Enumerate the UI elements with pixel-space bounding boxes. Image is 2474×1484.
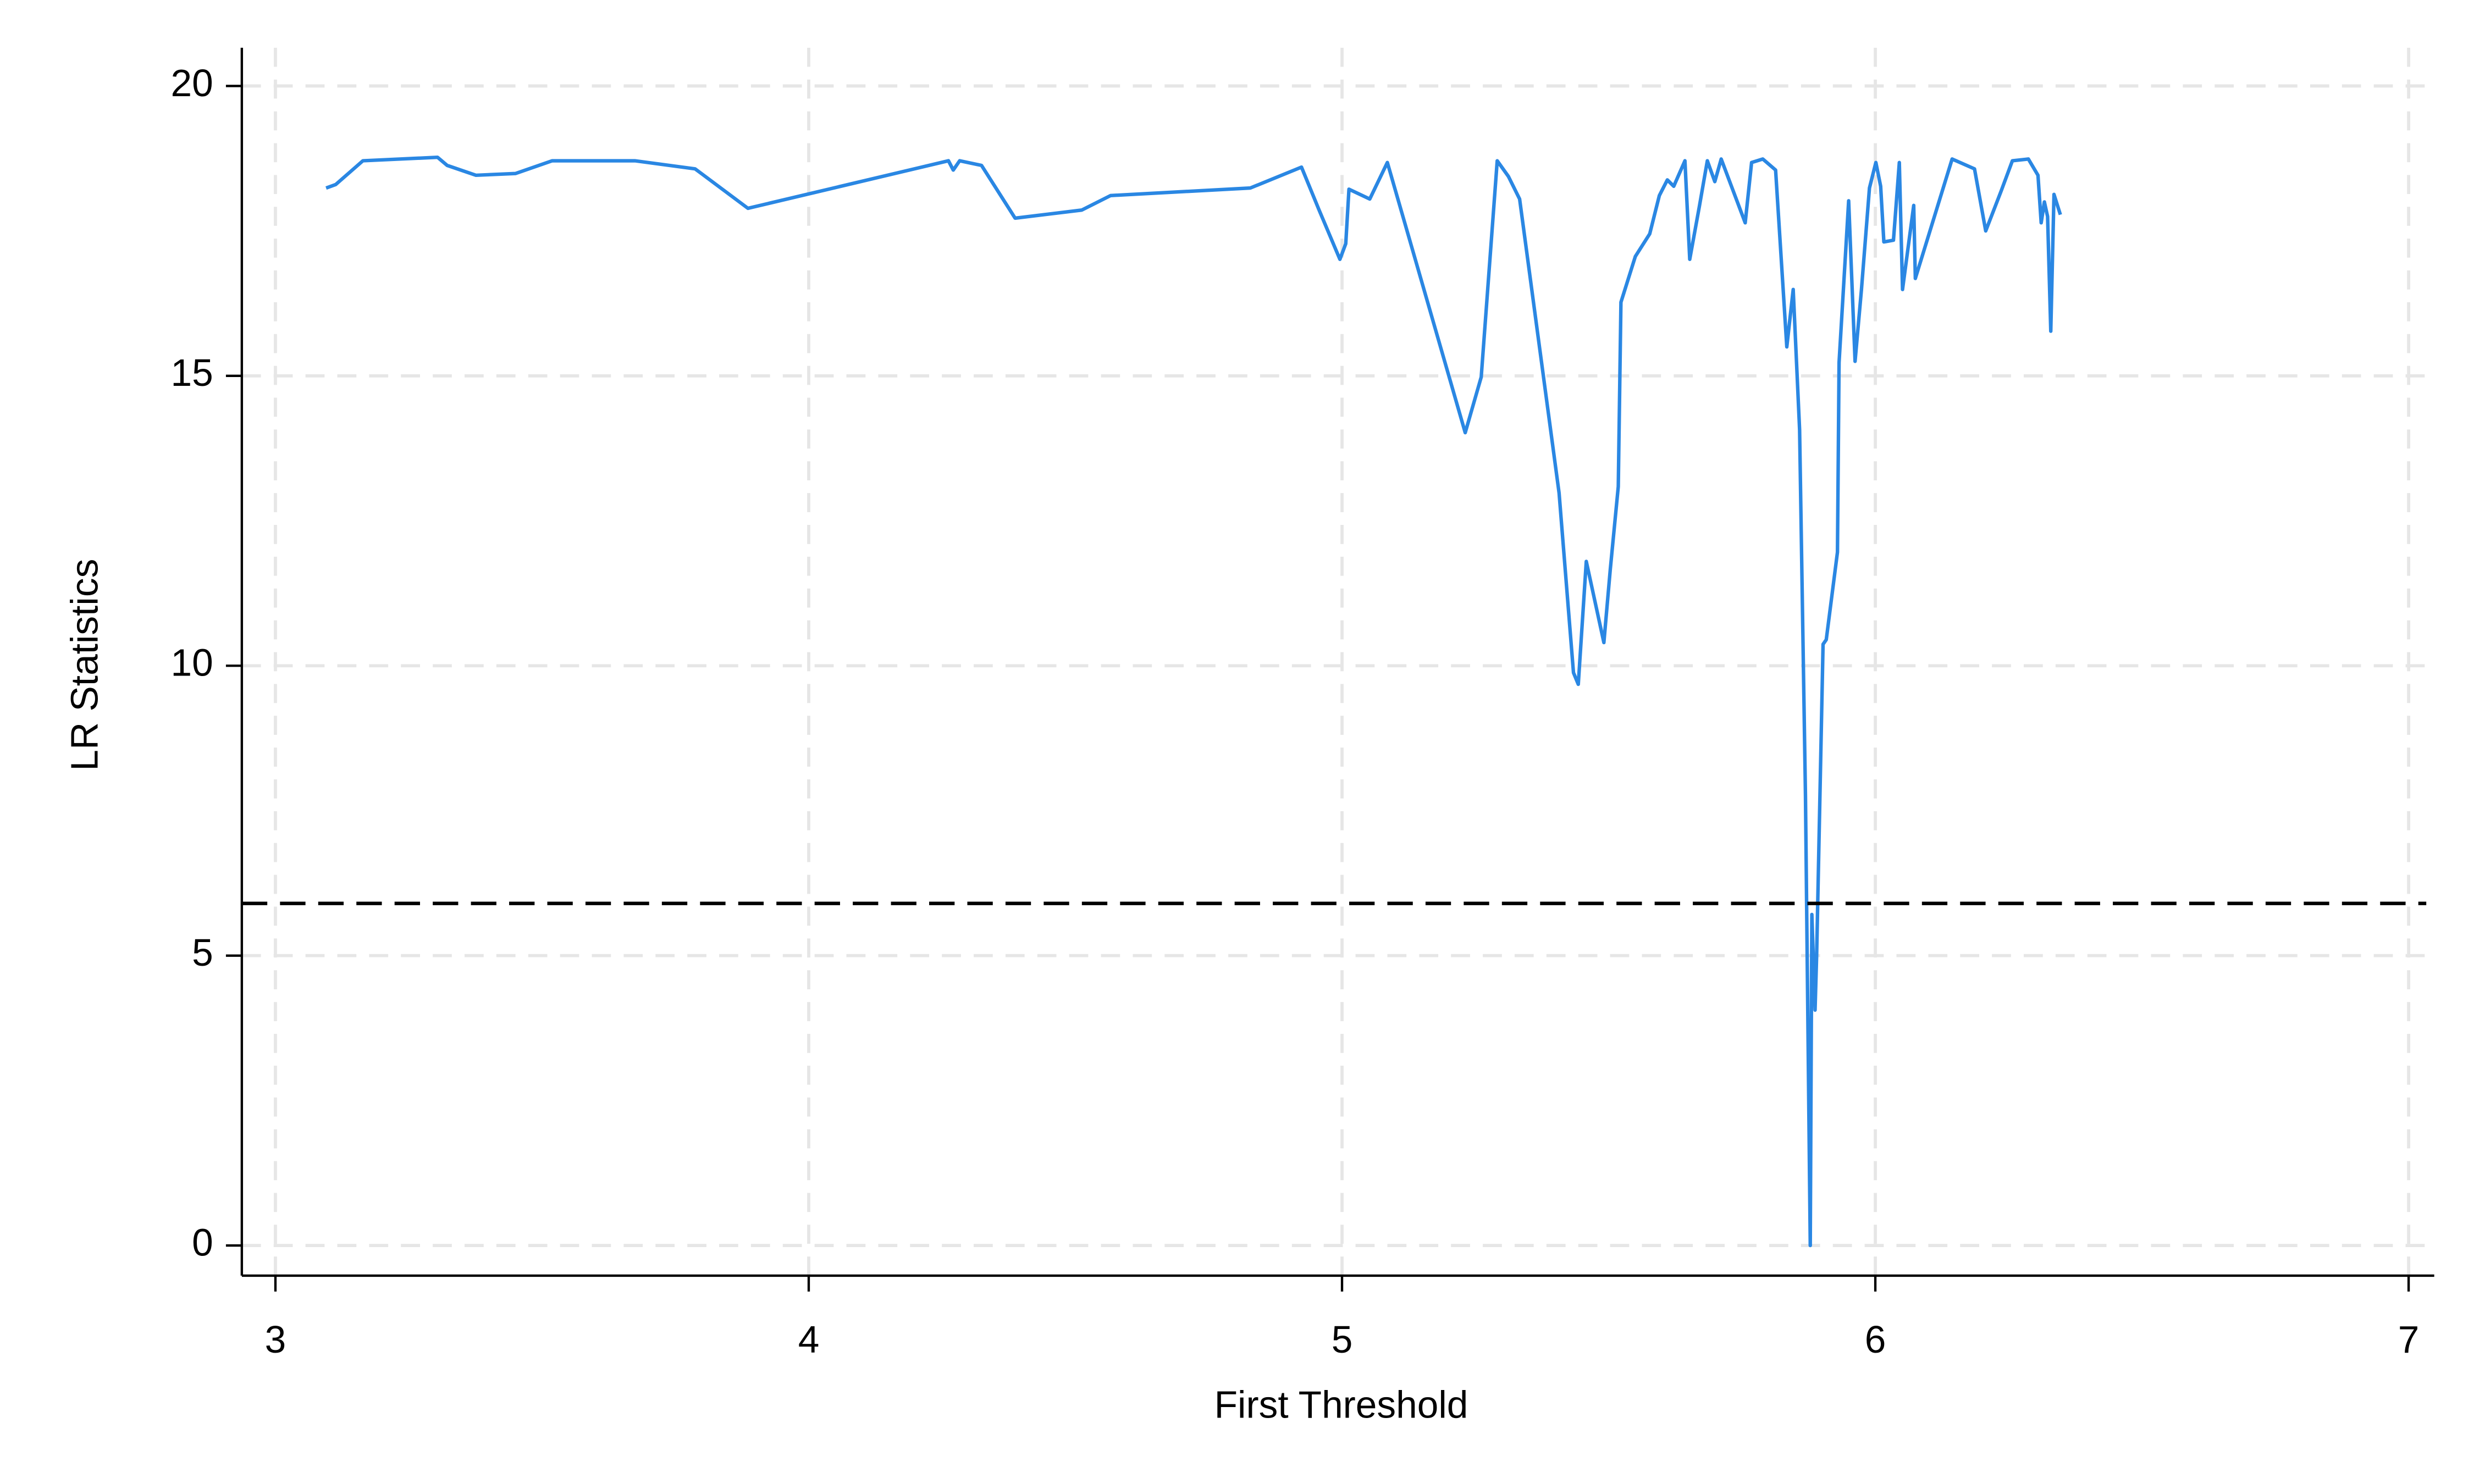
y-tick-label: 10 <box>171 641 213 684</box>
y-tick-label: 5 <box>192 931 213 974</box>
x-tick-label: 6 <box>1865 1318 1886 1361</box>
y-tick-label: 20 <box>171 62 213 104</box>
x-tick-label: 5 <box>1332 1318 1353 1361</box>
x-axis-title: First Threshold <box>1214 1383 1468 1426</box>
x-tick-label: 7 <box>2398 1318 2420 1361</box>
x-tick-label: 3 <box>265 1318 286 1361</box>
y-tick-label: 15 <box>171 351 213 394</box>
y-axis-title: LR Statistics <box>63 559 106 771</box>
x-tick-label: 4 <box>798 1318 820 1361</box>
y-tick-label: 0 <box>192 1221 213 1264</box>
data-line <box>325 155 2062 1248</box>
